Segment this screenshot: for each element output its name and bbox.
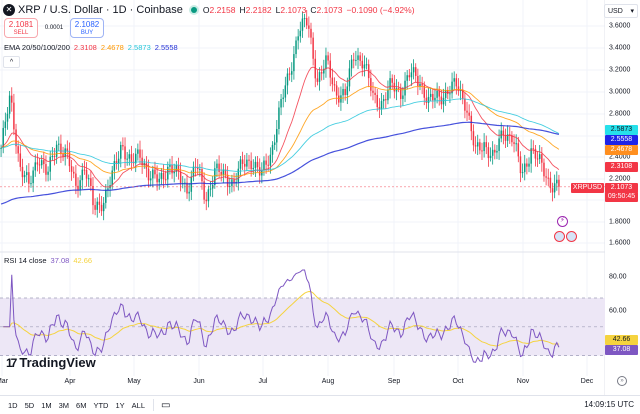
rsi-value: 37.08 [50,256,70,265]
ema50-value: 2.4678 [100,43,124,52]
symbol-title[interactable]: XRP / U.S. Dollar · 1D · Coinbase [18,4,183,16]
rsi-ma-tag: 42.66 [605,335,638,345]
calendar-goto-date-icon[interactable]: ▭ [161,399,171,411]
bottom-toolbar: 1D 5D 1M 3M 6M YTD 1Y ALL ▭ 14:09:15 UTC [0,395,640,414]
sell-button[interactable]: 2.1081 SELL [4,18,38,38]
rsi-value-tag: 37.08 [605,345,638,355]
scroll-to-realtime-button[interactable]: » [617,376,627,386]
tradingview-logo[interactable]: 17 TradingView [6,355,96,370]
price-axis[interactable]: 3.6000 3.4000 3.2000 3.0000 2.8000 2.400… [605,0,640,250]
ema20-value: 2.3108 [73,43,97,52]
lightning-event-icon[interactable]: ⚡ [557,216,568,227]
collapse-legend-button[interactable]: ^ [3,56,20,68]
divider [153,399,154,411]
rsi-legend[interactable]: RSI 14 close 37.08 42.66 [4,256,92,265]
buy-button[interactable]: 2.1082 BUY [70,18,104,38]
tradingview-mark-icon: 17 [6,355,17,370]
range-5d[interactable]: 5D [24,400,35,410]
ema200-price-tag: 2.5558 [605,135,638,145]
range-1d[interactable]: 1D [8,400,18,410]
last-price-tag: 2.1073 [605,183,638,193]
ema100-price-tag: 2.5873 [605,125,638,135]
market-open-icon [190,7,197,13]
rsi-label: RSI 14 close [4,256,47,265]
ema100-value: 2.5873 [127,43,151,52]
range-3m[interactable]: 3M [58,400,70,410]
us-economic-event-icon[interactable] [566,231,577,242]
symbol-header: ✕ XRP / U.S. Dollar · 1D · Coinbase O2.2… [0,0,580,20]
time-axis[interactable]: Mar Apr May Jun Jul Aug Sep Oct Nov Dec [0,378,594,385]
ema-label: EMA 20/50/100/200 [4,43,70,52]
ema20-price-tag: 2.3108 [605,162,638,172]
ohlc-values: O2.2158 H2.2182 L2.1073 C2.1073 −0.1090 … [202,5,415,15]
spread-value: 0.0001 [44,25,64,31]
ema200-value: 2.5558 [154,43,178,52]
utc-clock[interactable]: 14:09:15 UTC [584,400,634,409]
symbol-price-label: XRPUSD [571,183,604,193]
price-chart-canvas[interactable] [0,0,605,395]
range-1y[interactable]: 1Y [115,400,125,410]
xrp-logo-icon: ✕ [3,4,15,16]
range-1m[interactable]: 1M [41,400,52,410]
price-change: −0.1090 (−4.92%) [346,5,415,15]
us-economic-event-icon[interactable] [554,231,565,242]
rsi-ma-value: 42.66 [73,256,93,265]
range-all[interactable]: ALL [131,400,145,410]
ema50-price-tag: 2.4678 [605,145,638,155]
trade-panel: 2.1081 SELL 0.0001 2.1082 BUY [4,18,104,38]
rsi-axis[interactable]: 80.00 60.00 42.66 37.08 [605,255,640,370]
chevron-down-icon: ▾ [630,8,634,15]
bar-countdown: 09:50:45 [605,192,638,202]
currency-select[interactable]: USD ▾ [604,4,638,18]
range-6m[interactable]: 6M [76,400,87,410]
ema-legend[interactable]: EMA 20/50/100/200 2.3108 2.4678 2.5873 2… [4,43,178,52]
range-ytd[interactable]: YTD [93,400,109,410]
